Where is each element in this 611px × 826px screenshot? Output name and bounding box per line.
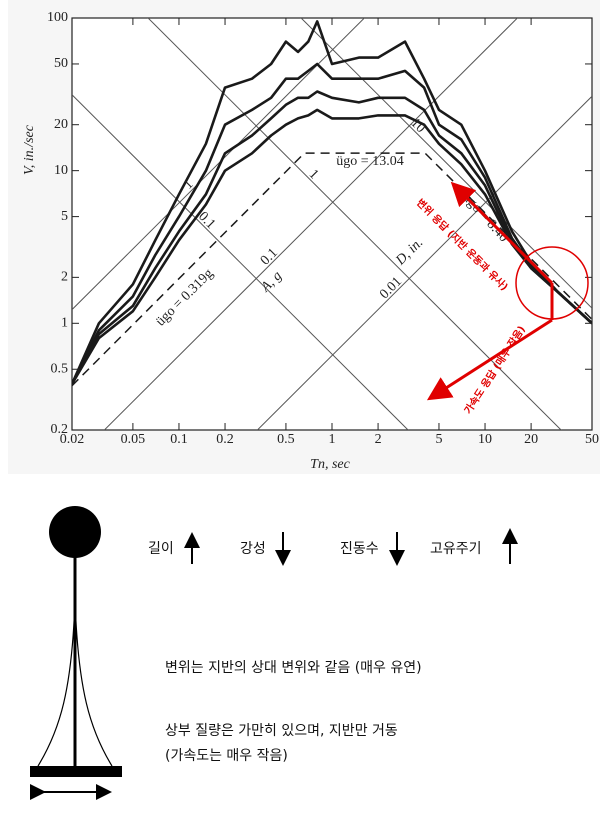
y-tick-label: 20 bbox=[54, 117, 68, 132]
y-axis-label: V, in./sec bbox=[22, 124, 37, 175]
x-tick-label: 0.02 bbox=[60, 432, 85, 447]
a-line bbox=[256, 95, 592, 430]
y-tick-label: 100 bbox=[47, 10, 68, 25]
property-label: 길이 bbox=[148, 541, 174, 557]
x-tick-label: 0.05 bbox=[121, 432, 146, 447]
note: 변위는 지반의 상대 변위와 같음 (매우 유연) bbox=[165, 660, 422, 676]
note: 상부 질량은 가만히 있으며, 지반만 거동 bbox=[165, 723, 398, 739]
a-line bbox=[103, 18, 519, 430]
deformed-shape bbox=[37, 599, 76, 767]
x-tick-label: 0.1 bbox=[170, 432, 188, 447]
x-tick-label: 1 bbox=[329, 432, 336, 447]
annotation: ügo = 13.04 bbox=[336, 154, 403, 169]
red-arrow bbox=[426, 318, 553, 401]
x-axis-label: Tn, sec bbox=[310, 457, 350, 472]
x-tick-label: 5 bbox=[435, 432, 442, 447]
x-tick-label: 2 bbox=[375, 432, 382, 447]
y-tick-label: 1 bbox=[61, 316, 68, 331]
base bbox=[30, 766, 122, 777]
plot-lines bbox=[72, 20, 592, 387]
y-tick-label: 10 bbox=[54, 163, 68, 178]
x-tick-label: 10 bbox=[478, 432, 492, 447]
y-tick-label: 0.5 bbox=[51, 361, 69, 376]
red-arrow bbox=[450, 181, 554, 285]
x-tick-label: 50 bbox=[585, 432, 599, 447]
x-tick-label: 20 bbox=[524, 432, 538, 447]
x-tick-label: 0.5 bbox=[277, 432, 295, 447]
d-line bbox=[147, 18, 562, 430]
y-tick-label: 0.2 bbox=[51, 422, 69, 437]
property-label: 진동수 bbox=[340, 541, 379, 557]
response-spectrum bbox=[72, 108, 592, 385]
response-spectrum bbox=[72, 90, 592, 385]
property-label: 강성 bbox=[240, 541, 266, 557]
pendulum-diagram: 길이 강성 진동수 고유주기 변위는 지반의 상대 변위와 같음 (매우 유연)… bbox=[30, 506, 518, 800]
deformed-shape bbox=[74, 599, 113, 767]
mass bbox=[49, 506, 101, 558]
note: (가속도는 매우 작음) bbox=[165, 748, 288, 764]
d-line bbox=[72, 94, 409, 430]
property-label: 고유주기 bbox=[430, 541, 482, 557]
y-tick-label: 2 bbox=[61, 270, 68, 285]
y-tick-label: 50 bbox=[54, 56, 68, 71]
y-tick-label: 5 bbox=[61, 209, 68, 224]
x-tick-label: 0.2 bbox=[216, 432, 234, 447]
response-spectrum bbox=[72, 62, 592, 385]
response-spectrum bbox=[72, 20, 592, 385]
a-line bbox=[72, 18, 366, 310]
